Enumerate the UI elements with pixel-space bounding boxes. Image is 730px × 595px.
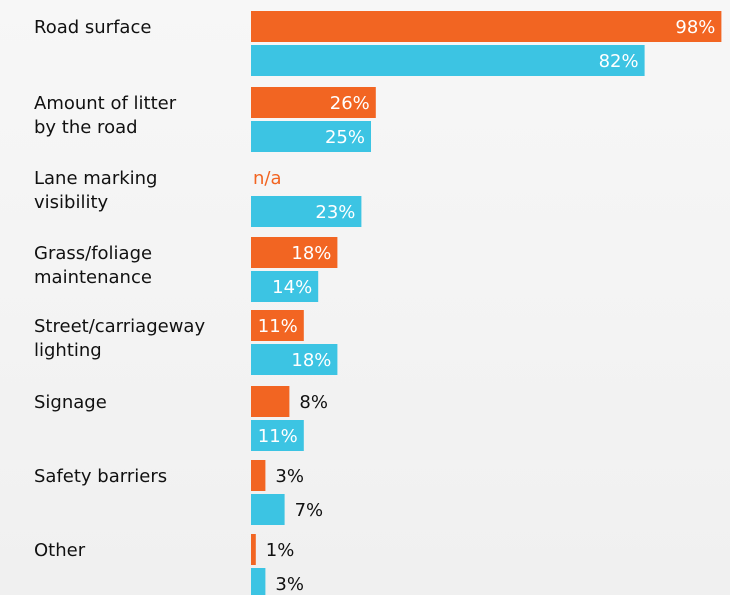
value-label: n/a — [253, 168, 282, 189]
bar-series-2 — [251, 568, 266, 595]
bar-series-1 — [251, 11, 722, 42]
bar-series-1 — [251, 87, 376, 118]
bar-series-1 — [251, 386, 290, 417]
category-label: Grass/foliage maintenance — [34, 243, 152, 288]
value-label: 23% — [315, 202, 355, 223]
bar-series-1 — [251, 237, 338, 268]
value-label: 18% — [291, 350, 331, 371]
bars — [251, 11, 722, 595]
bar-series-1 — [251, 460, 266, 491]
category-label: Road surface — [34, 17, 151, 38]
value-label: 1% — [266, 540, 295, 561]
bar-series-1 — [251, 310, 304, 341]
category-label: Amount of litter by the road — [34, 93, 177, 138]
category-label: Safety barriers — [34, 466, 167, 487]
value-label: 11% — [258, 426, 298, 447]
value-label: 25% — [325, 127, 365, 148]
category-label: Lane marking visibility — [34, 168, 158, 213]
value-label: 8% — [299, 392, 328, 413]
bar-series-1 — [251, 534, 256, 565]
category-label: Signage — [34, 392, 107, 413]
bar-series-2 — [251, 196, 362, 227]
value-label: 14% — [272, 277, 312, 298]
bar-series-2 — [251, 271, 319, 302]
value-label: 11% — [258, 316, 298, 337]
value-label: 7% — [295, 500, 324, 521]
bar-series-2 — [251, 420, 304, 451]
bar-series-2 — [251, 121, 371, 152]
value-label: 82% — [599, 51, 639, 72]
value-label: 3% — [275, 466, 304, 487]
bar-series-2 — [251, 344, 338, 375]
value-label: 18% — [291, 243, 331, 264]
category-labels: Road surface Amount of litter by the road L… — [34, 17, 205, 561]
category-label: Other — [34, 540, 86, 561]
category-label: Street/carriageway lighting — [34, 316, 205, 361]
value-label: 26% — [330, 93, 370, 114]
value-label: 98% — [675, 17, 715, 38]
bar-series-2 — [251, 494, 285, 525]
value-labels: 98%82%26%25%n/a23%18%14%11%18%8%11%3%7%1… — [253, 17, 715, 595]
value-label: 3% — [275, 574, 304, 595]
bar-series-2 — [251, 45, 645, 76]
